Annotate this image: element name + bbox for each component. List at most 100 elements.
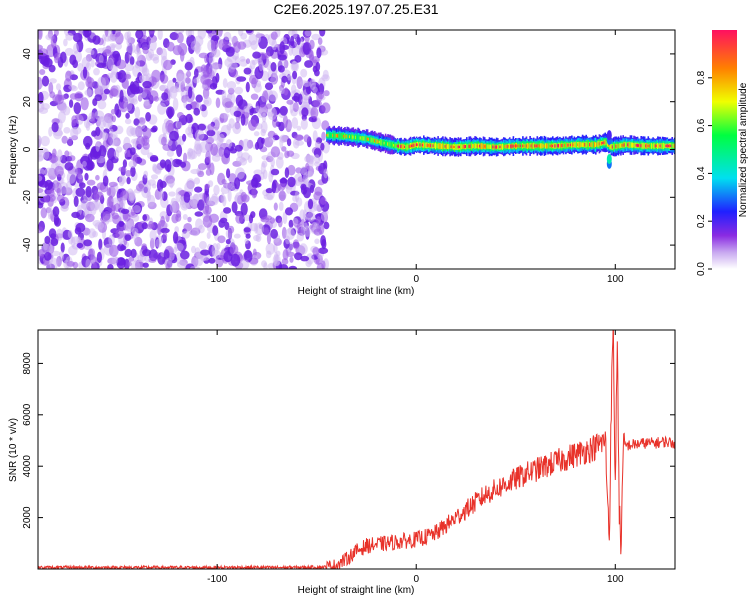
signal-cell (382, 139, 384, 146)
signal-cell (434, 142, 437, 149)
signal-cell (333, 133, 335, 138)
noise-blob (314, 238, 320, 245)
noise-blob (186, 178, 196, 190)
noise-blob (233, 233, 241, 239)
noise-blob (149, 155, 159, 162)
noise-blob (182, 214, 188, 220)
noise-blob (209, 195, 219, 206)
signal-cell (555, 143, 558, 149)
noise-blob (106, 187, 112, 196)
signal-cell (609, 142, 611, 149)
signal-cell (592, 141, 595, 148)
signal-cell (417, 143, 419, 146)
noise-blob (149, 53, 160, 61)
noise-blob (323, 168, 329, 179)
signal-cell (598, 142, 601, 146)
noise-blob (98, 54, 104, 64)
signal-cell (523, 144, 525, 148)
noise-blob (278, 190, 286, 202)
noise-blob (184, 61, 193, 71)
noise-blob (66, 171, 76, 184)
signal-cell (497, 144, 499, 150)
signal-cell (494, 145, 497, 149)
noise-blob (60, 242, 65, 253)
noise-blob (97, 76, 107, 90)
noise-blob (109, 89, 114, 99)
signal-cell (429, 143, 431, 148)
signal-cell (537, 144, 540, 148)
noise-blob (234, 86, 244, 95)
y-tick-label: 40 (22, 48, 33, 60)
y-tick-label: 20 (22, 96, 33, 108)
signal-cell (460, 143, 462, 150)
noise-blob (251, 177, 259, 189)
noise-blob (240, 259, 250, 269)
signal-cell (431, 143, 433, 149)
noise-blob (64, 150, 70, 157)
noise-blob (286, 99, 294, 105)
signal-cell (517, 144, 519, 148)
noise-blob (91, 262, 98, 269)
noise-blob (54, 53, 59, 64)
noise-blob (243, 105, 250, 113)
noise-blob (318, 247, 329, 254)
noise-blob (208, 52, 215, 66)
signal-cell (595, 142, 597, 147)
signal-cell (606, 141, 609, 147)
noise-blob (118, 220, 125, 227)
snr-series-line (38, 330, 675, 569)
noise-blob (41, 75, 50, 87)
noise-blob (263, 227, 270, 236)
noise-blob (63, 38, 68, 47)
signal-cell (365, 135, 368, 142)
noise-blob (236, 76, 247, 82)
noise-blob (145, 112, 152, 122)
noise-blob (251, 186, 257, 199)
noise-blob (281, 75, 288, 83)
signal-cell (383, 141, 386, 145)
noise-blob (189, 196, 195, 207)
noise-blob (234, 144, 243, 152)
noise-blob (133, 231, 138, 243)
noise-blob (142, 249, 152, 257)
noise-blob (128, 256, 135, 262)
signal-cell (337, 134, 339, 138)
noise-blob (125, 112, 130, 119)
noise-blob (48, 167, 54, 175)
noise-blob (265, 188, 273, 194)
signal-cell (455, 144, 457, 151)
noise-blob (83, 135, 93, 148)
noise-blob (68, 84, 77, 90)
noise-blob (40, 135, 50, 147)
noise-blob (223, 146, 231, 159)
noise-blob (239, 56, 246, 62)
noise-blob (235, 213, 244, 224)
signal-cell (603, 141, 605, 144)
noise-blob (218, 39, 227, 51)
signal-cell (666, 144, 669, 148)
noise-blob (300, 183, 307, 191)
noise-blob (304, 60, 314, 68)
signal-cell (632, 142, 634, 148)
noise-blob (146, 224, 156, 230)
noise-blob (116, 59, 127, 70)
noise-blob (270, 76, 277, 84)
signal-cell (412, 144, 414, 147)
noise-blob (38, 180, 49, 188)
noise-blob (102, 211, 111, 221)
noise-blob (319, 30, 326, 37)
signal-cell (522, 144, 524, 148)
noise-blob (51, 122, 59, 133)
signal-cell (624, 142, 627, 148)
noise-blob (308, 49, 314, 62)
noise-blob (245, 58, 251, 65)
noise-blob (176, 32, 184, 44)
signal-cell (577, 143, 579, 147)
signal-cell (535, 144, 537, 148)
noise-blob (96, 251, 102, 264)
signal-cell (350, 134, 352, 140)
noise-blob (95, 191, 104, 201)
noise-blob (39, 69, 46, 75)
noise-blob (44, 236, 51, 244)
noise-blob (159, 74, 169, 84)
